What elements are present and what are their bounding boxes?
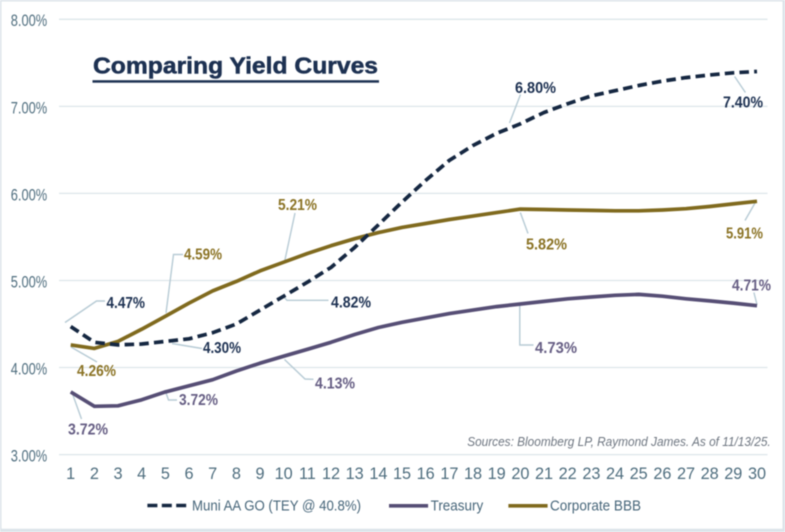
svg-text:23: 23 [582,465,600,483]
svg-text:11: 11 [299,465,316,483]
svg-text:6: 6 [184,465,193,483]
svg-text:20: 20 [511,465,529,483]
svg-text:Comparing Yield Curves: Comparing Yield Curves [93,53,378,79]
svg-text:4.59%: 4.59% [184,246,222,263]
svg-text:8.00%: 8.00% [11,12,48,30]
svg-text:12: 12 [322,465,340,483]
svg-text:5: 5 [161,465,170,483]
svg-text:Sources: Bloomberg LP, Raymond: Sources: Bloomberg LP, Raymond James. As… [467,434,771,449]
svg-text:16: 16 [417,465,435,483]
svg-text:22: 22 [559,465,577,483]
svg-text:3: 3 [113,465,122,483]
svg-text:Treasury: Treasury [431,498,484,515]
svg-text:2: 2 [90,465,99,483]
svg-text:13: 13 [346,465,364,483]
svg-text:26: 26 [653,465,671,483]
svg-text:5.21%: 5.21% [278,197,317,214]
svg-text:6.00%: 6.00% [11,186,48,204]
svg-text:4.26%: 4.26% [77,363,116,380]
svg-text:29: 29 [724,465,742,483]
svg-text:Muni AA GO (TEY @ 40.8%): Muni AA GO (TEY @ 40.8%) [192,498,361,515]
svg-text:6.80%: 6.80% [515,80,556,97]
svg-text:3.00%: 3.00% [11,448,48,466]
svg-text:4.00%: 4.00% [11,360,48,378]
svg-text:17: 17 [440,465,458,483]
svg-text:21: 21 [535,465,553,483]
svg-text:4.73%: 4.73% [535,340,577,357]
svg-text:7: 7 [208,465,217,483]
svg-text:7.00%: 7.00% [11,99,48,117]
svg-text:3.72%: 3.72% [179,392,218,409]
svg-text:18: 18 [464,465,482,483]
svg-text:Corporate BBB: Corporate BBB [550,498,641,515]
svg-text:24: 24 [606,465,624,483]
svg-text:4.82%: 4.82% [331,294,371,311]
svg-text:15: 15 [393,465,411,483]
svg-text:30: 30 [748,465,766,483]
svg-text:5.82%: 5.82% [526,236,567,253]
svg-text:14: 14 [369,465,387,483]
svg-text:7.40%: 7.40% [723,94,763,111]
svg-text:8: 8 [232,465,241,483]
svg-text:5.00%: 5.00% [11,273,48,291]
svg-text:4.13%: 4.13% [315,376,355,393]
svg-text:4: 4 [137,465,146,483]
svg-text:10: 10 [275,465,293,483]
svg-text:19: 19 [488,465,506,483]
svg-text:4.47%: 4.47% [107,295,146,312]
svg-text:9: 9 [255,465,264,483]
svg-text:25: 25 [630,465,648,483]
svg-text:4.71%: 4.71% [732,278,771,295]
svg-text:27: 27 [677,465,695,483]
svg-text:5.91%: 5.91% [726,226,763,243]
svg-text:1: 1 [66,465,75,483]
svg-text:28: 28 [701,465,719,483]
svg-text:4.30%: 4.30% [203,340,241,357]
svg-text:3.72%: 3.72% [68,422,108,439]
